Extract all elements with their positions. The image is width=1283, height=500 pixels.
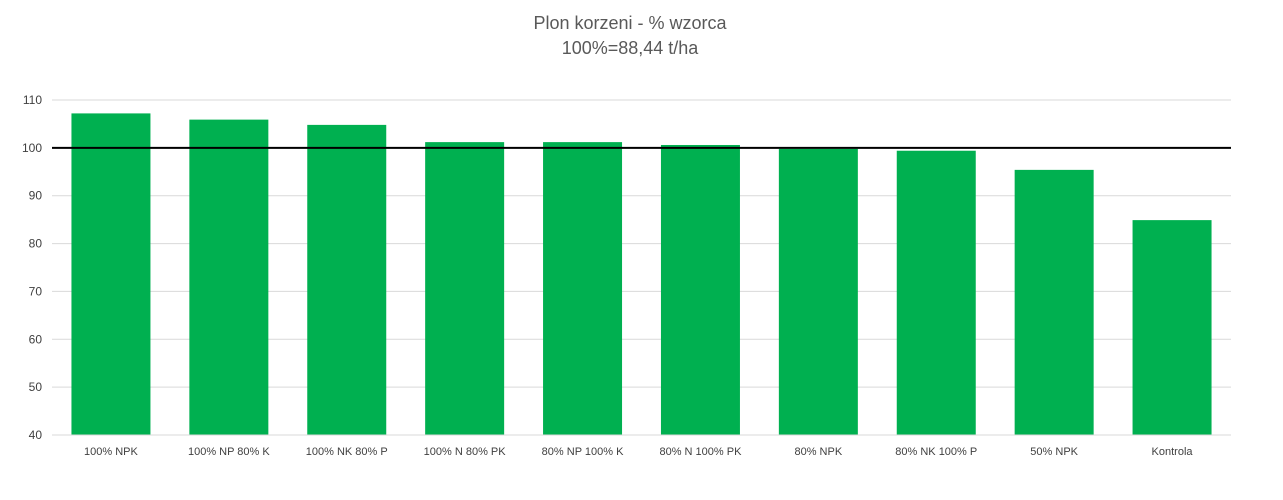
bars [71, 113, 1212, 436]
bar [1132, 220, 1212, 435]
bar [778, 148, 858, 436]
y-tick-label: 110 [23, 93, 42, 107]
x-tick-label: 100% N 80% PK [424, 446, 507, 458]
x-tick-label: Kontrola [1152, 446, 1194, 458]
bar [543, 142, 623, 435]
x-tick-label: 100% NP 80% K [188, 446, 270, 458]
y-tick-label: 80 [29, 237, 43, 251]
bar [425, 142, 505, 435]
bar [189, 119, 269, 435]
y-tick-label: 40 [29, 428, 43, 442]
x-tick-label: 100% NPK [84, 446, 138, 458]
x-tick-label: 80% NP 100% K [542, 446, 624, 458]
bar [896, 150, 976, 435]
bar [307, 124, 387, 435]
y-tick-label: 70 [29, 284, 43, 298]
y-tick-label: 60 [29, 332, 43, 346]
y-tick-label: 90 [29, 189, 43, 203]
y-axis: 40 50 60 70 80 90 100 110 [22, 93, 42, 442]
bar [71, 113, 151, 436]
x-tick-label: 100% NK 80% P [306, 446, 388, 458]
x-tick-label: 80% N 100% PK [659, 446, 742, 458]
x-axis: 100% NPK 100% NP 80% K 100% NK 80% P 100% N… [52, 434, 1231, 458]
y-tick-label: 50 [29, 380, 43, 394]
bar [660, 144, 740, 435]
chart-title: Plon korzeni - % wzorca [533, 13, 727, 33]
x-tick-label: 50% NPK [1030, 446, 1078, 458]
y-tick-label: 100 [22, 141, 42, 155]
x-tick-label: 80% NPK [794, 446, 842, 458]
chart-subtitle: 100%=88,44 t/ha [562, 38, 700, 58]
bar [1014, 169, 1094, 435]
x-tick-label: 80% NK 100% P [895, 446, 977, 458]
